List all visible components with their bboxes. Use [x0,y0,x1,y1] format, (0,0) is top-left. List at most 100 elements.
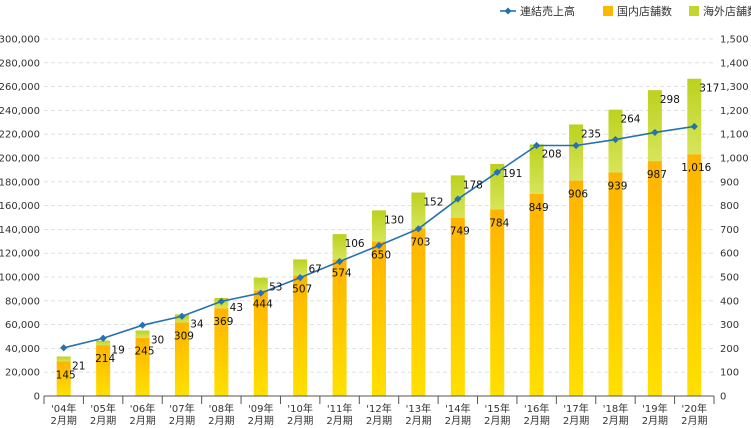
overseas-value-label: 34 [190,318,204,330]
category-label: 2月期 [366,415,392,427]
domestic-value-label: 444 [253,298,273,310]
domestic-value-label: 987 [647,169,667,181]
left-tick-label: 240,000 [0,106,40,117]
domestic-value-label: 309 [174,330,194,342]
domestic-value-label: 507 [292,283,312,295]
bar-overseas [253,277,268,291]
right-tick-label: 1,000 [720,154,749,165]
right-tick-label: 900 [720,177,739,188]
sales-point [493,168,501,176]
right-tick-label: 1,300 [720,82,749,93]
bar-domestic [253,290,268,396]
right-tick-label: 100 [720,368,739,379]
category-label: 2月期 [523,415,549,427]
right-tick-label: 200 [720,344,739,355]
right-tick-label: 300 [720,320,739,331]
overseas-value-label: 21 [72,360,85,372]
bar-domestic [529,193,544,396]
bar-domestic [135,337,150,396]
bar-domestic [332,259,347,396]
overseas-value-label: 53 [269,282,282,294]
overseas-value-label: 235 [581,128,601,140]
domestic-value-label: 574 [332,267,352,279]
category-label: 2月期 [208,415,234,427]
domestic-value-label: 784 [489,217,509,229]
right-tick-label: 1,200 [720,106,749,117]
bar-overseas [372,210,386,242]
right-tick-label: 400 [720,296,739,307]
bar-domestic [174,322,189,396]
category-label: 2月期 [169,415,195,427]
category-label: 2月期 [129,415,155,427]
bar-overseas [411,192,426,229]
bar-domestic [608,172,623,396]
bar-domestic [372,241,386,396]
domestic-value-label: 650 [371,249,391,261]
sales-point [178,312,186,320]
sales-point [533,141,541,150]
sales-point [375,241,383,250]
domestic-value-label: 849 [529,202,549,214]
sales-point [138,321,147,329]
legend-square-marker [603,6,613,16]
bar-domestic [411,228,426,396]
category-label: '20年 [682,402,707,415]
bar-overseas [135,330,150,338]
bar-domestic [293,275,308,396]
category-label: '07年 [169,402,194,415]
overseas-value-label: 106 [345,238,365,250]
right-tick-label: 500 [720,273,739,284]
sales-point [99,334,107,342]
bar-domestic [569,180,584,396]
bar-overseas [56,356,71,362]
left-tick-label: 140,000 [0,225,40,236]
legend-diamond-marker [504,7,512,15]
left-tick-label: 80,000 [5,296,40,307]
category-label: '09年 [248,402,273,415]
category-label: '19年 [642,402,667,415]
category-label: '14年 [445,402,470,415]
category-label: '10年 [287,402,312,415]
left-tick-label: 220,000 [0,130,40,141]
left-tick-label: 20,000 [5,368,40,379]
overseas-value-label: 43 [230,302,243,314]
bars [56,78,702,396]
category-label: '16年 [524,402,549,415]
left-tick-label: 260,000 [0,82,40,93]
bar-overseas [647,90,662,162]
right-tick-label: 600 [720,249,739,260]
bar-domestic [647,161,662,396]
axes: 0 0 20,000 100 40,000 200 60,000 300 80,000 400 10… [0,35,749,428]
domestic-value-label: 369 [213,316,233,328]
bar-domestic [450,217,465,396]
left-tick-label: 0 [34,392,40,403]
sales-point [572,141,580,150]
sales-point [335,257,344,266]
left-tick-label: 60,000 [5,320,40,331]
overseas-value-label: 19 [111,345,124,357]
overseas-value-label: 178 [463,179,483,191]
left-tick-label: 120,000 [0,249,40,260]
sales-point [690,122,698,131]
category-label: 2月期 [248,415,274,427]
sales-point [60,344,68,352]
sales-point [257,289,265,297]
domestic-value-label: 1,016 [681,162,711,174]
overseas-value-label: 130 [384,214,404,226]
left-tick-label: 160,000 [0,201,40,212]
overseas-value-label: 264 [620,114,640,126]
category-label: 2月期 [445,415,471,427]
domestic-value-label: 703 [410,237,430,249]
bar-overseas [687,78,702,155]
bar-domestic [56,361,71,396]
category-label: '11年 [327,402,352,415]
right-tick-label: 1,400 [720,58,749,69]
right-tick-label: 1,100 [720,130,749,141]
legend: 連結売上高 国内店舗数 海外店舗数 [500,4,751,18]
overseas-value-label: 208 [542,148,562,160]
legend-square-marker [689,6,699,16]
legend-label: 国内店舗数 [617,4,672,18]
category-label: 2月期 [681,415,707,427]
